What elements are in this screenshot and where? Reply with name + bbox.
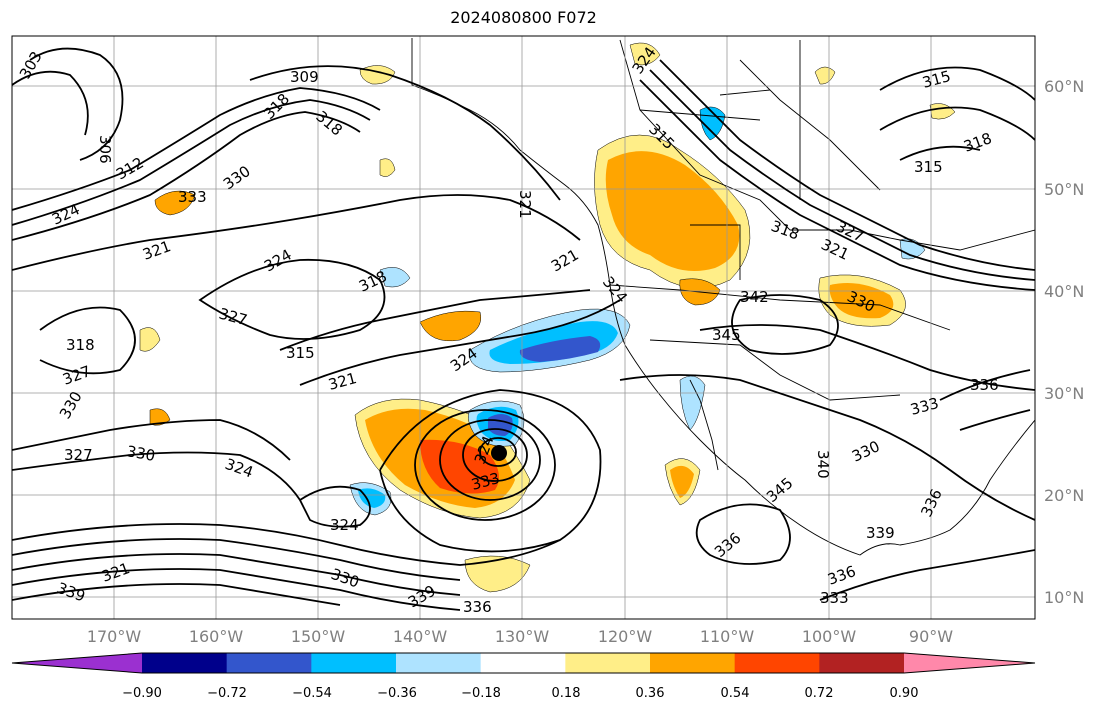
latitude-axis: 60°N 50°N 40°N 30°N 20°N 10°N bbox=[1044, 77, 1084, 607]
contour-label: 333 bbox=[178, 188, 207, 206]
longitude-label: 150°W bbox=[291, 627, 346, 646]
hurricane-center-marker bbox=[491, 445, 507, 461]
contour-label: 327 bbox=[64, 446, 93, 464]
latitude-label: 60°N bbox=[1044, 77, 1084, 96]
contour-label: 340 bbox=[814, 450, 832, 479]
latitude-label: 20°N bbox=[1044, 486, 1084, 505]
colorbar-segment bbox=[142, 653, 228, 673]
contour-label: 315 bbox=[914, 158, 943, 176]
contour-label: 342 bbox=[740, 288, 769, 306]
colorbar-tick-label: 0.36 bbox=[636, 686, 665, 701]
longitude-axis: 170°W 160°W 150°W 140°W 130°W 120°W 110°… bbox=[87, 627, 953, 646]
contour-label: 333 bbox=[820, 589, 849, 607]
colorbar-tick-label: −0.36 bbox=[377, 686, 417, 701]
contour-label: 330 bbox=[125, 442, 156, 465]
longitude-label: 140°W bbox=[393, 627, 448, 646]
longitude-label: 170°W bbox=[87, 627, 142, 646]
colorbar-extend-max bbox=[904, 653, 1035, 673]
colorbar-segment bbox=[565, 653, 651, 673]
colorbar-extend-min bbox=[12, 653, 142, 673]
contour-label: 339 bbox=[866, 524, 895, 542]
colorbar-tick-label: 0.54 bbox=[721, 686, 750, 701]
colorbar-segment bbox=[650, 653, 736, 673]
contour-label: 345 bbox=[712, 326, 741, 344]
latitude-label: 10°N bbox=[1044, 588, 1084, 607]
gridlines bbox=[12, 36, 1035, 619]
colorbar-tick-label: −0.90 bbox=[122, 686, 162, 701]
colorbar-outline bbox=[11, 652, 1036, 674]
colorbar bbox=[11, 652, 1036, 674]
colorbar-segment bbox=[819, 653, 905, 673]
colorbar-tick-label: 0.18 bbox=[552, 686, 581, 701]
contour-label: 309 bbox=[290, 68, 319, 86]
colorbar-segment bbox=[226, 653, 312, 673]
longitude-label: 100°W bbox=[802, 627, 857, 646]
latitude-label: 40°N bbox=[1044, 282, 1084, 301]
longitude-label: 160°W bbox=[189, 627, 244, 646]
colorbar-tick-label: 0.90 bbox=[890, 686, 919, 701]
contour-label: 306 bbox=[96, 135, 114, 164]
colorbar-segment bbox=[734, 653, 820, 673]
colorbar-tick-labels: −0.90 −0.72 −0.54 −0.36 −0.18 0.18 0.36 … bbox=[122, 686, 918, 701]
colorbar-tick-label: 0.72 bbox=[805, 686, 834, 701]
contour-label: 336 bbox=[970, 376, 999, 394]
longitude-label: 120°W bbox=[598, 627, 653, 646]
coastlines-and-borders bbox=[411, 38, 1035, 556]
colorbar-segment bbox=[311, 653, 397, 673]
contour-label: 324 bbox=[330, 516, 359, 534]
longitude-label: 130°W bbox=[495, 627, 550, 646]
colorbar-segment bbox=[396, 653, 482, 673]
contour-label: 321 bbox=[516, 190, 534, 219]
colorbar-segment bbox=[480, 653, 566, 673]
colorbar-tick-label: −0.54 bbox=[292, 686, 332, 701]
contour-label: 336 bbox=[463, 598, 492, 616]
map-frame bbox=[11, 35, 1036, 620]
longitude-label: 110°W bbox=[700, 627, 755, 646]
latitude-label: 30°N bbox=[1044, 384, 1084, 403]
colorbar-tick-label: −0.72 bbox=[207, 686, 247, 701]
colorbar-tick-label: −0.18 bbox=[461, 686, 501, 701]
contour-label: 315 bbox=[286, 344, 315, 362]
contour-label: 318 bbox=[66, 336, 95, 354]
latitude-label: 50°N bbox=[1044, 180, 1084, 199]
longitude-label: 90°W bbox=[909, 627, 953, 646]
contour-lines bbox=[12, 47, 1035, 611]
map-title: 2024080800 F072 bbox=[450, 8, 597, 27]
